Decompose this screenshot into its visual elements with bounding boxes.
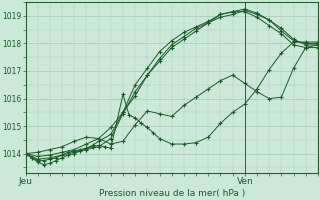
X-axis label: Pression niveau de la mer( hPa ): Pression niveau de la mer( hPa ) bbox=[99, 189, 245, 198]
